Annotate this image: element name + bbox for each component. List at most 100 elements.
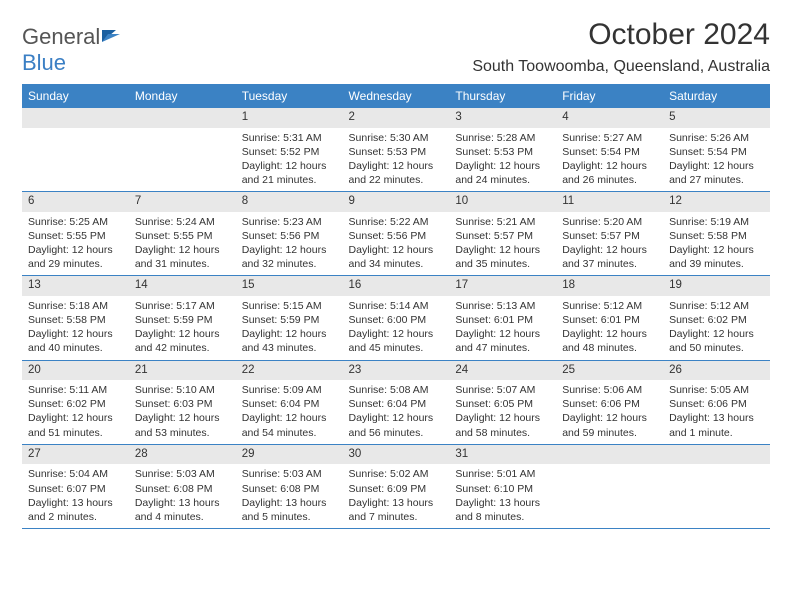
calendar-cell: 12Sunrise: 5:19 AMSunset: 5:58 PMDayligh…: [663, 192, 770, 276]
calendar-cell: 19Sunrise: 5:12 AMSunset: 6:02 PMDayligh…: [663, 276, 770, 360]
day-number: 26: [663, 361, 770, 381]
day-number: 7: [129, 192, 236, 212]
day-number: 16: [343, 276, 450, 296]
calendar-cell: 27Sunrise: 5:04 AMSunset: 6:07 PMDayligh…: [22, 444, 129, 528]
calendar-body: 1Sunrise: 5:31 AMSunset: 5:52 PMDaylight…: [22, 108, 770, 529]
day-content: Sunrise: 5:27 AMSunset: 5:54 PMDaylight:…: [556, 128, 663, 192]
day-number: [22, 108, 129, 128]
day-number: 12: [663, 192, 770, 212]
calendar-cell: 10Sunrise: 5:21 AMSunset: 5:57 PMDayligh…: [449, 192, 556, 276]
day-number: 8: [236, 192, 343, 212]
day-number: 27: [22, 445, 129, 465]
calendar-cell: 16Sunrise: 5:14 AMSunset: 6:00 PMDayligh…: [343, 276, 450, 360]
day-content: Sunrise: 5:22 AMSunset: 5:56 PMDaylight:…: [343, 212, 450, 276]
day-number: 13: [22, 276, 129, 296]
calendar-cell: 29Sunrise: 5:03 AMSunset: 6:08 PMDayligh…: [236, 444, 343, 528]
calendar-cell: 15Sunrise: 5:15 AMSunset: 5:59 PMDayligh…: [236, 276, 343, 360]
weekday-header: Friday: [556, 84, 663, 108]
day-number: 29: [236, 445, 343, 465]
logo-text: General Blue: [22, 24, 124, 76]
calendar-cell: 26Sunrise: 5:05 AMSunset: 6:06 PMDayligh…: [663, 360, 770, 444]
calendar-cell: 5Sunrise: 5:26 AMSunset: 5:54 PMDaylight…: [663, 108, 770, 192]
day-number: 4: [556, 108, 663, 128]
calendar-cell-empty: [129, 108, 236, 192]
title-area: October 2024 South Toowoomba, Queensland…: [472, 18, 770, 76]
day-number: 18: [556, 276, 663, 296]
calendar-cell: 25Sunrise: 5:06 AMSunset: 6:06 PMDayligh…: [556, 360, 663, 444]
day-content: Sunrise: 5:13 AMSunset: 6:01 PMDaylight:…: [449, 296, 556, 360]
day-number: 5: [663, 108, 770, 128]
day-content: Sunrise: 5:30 AMSunset: 5:53 PMDaylight:…: [343, 128, 450, 192]
day-number: 6: [22, 192, 129, 212]
calendar-row: 20Sunrise: 5:11 AMSunset: 6:02 PMDayligh…: [22, 360, 770, 444]
day-content: Sunrise: 5:10 AMSunset: 6:03 PMDaylight:…: [129, 380, 236, 444]
day-number: [129, 108, 236, 128]
day-content: Sunrise: 5:28 AMSunset: 5:53 PMDaylight:…: [449, 128, 556, 192]
calendar-row: 13Sunrise: 5:18 AMSunset: 5:58 PMDayligh…: [22, 276, 770, 360]
day-content: Sunrise: 5:23 AMSunset: 5:56 PMDaylight:…: [236, 212, 343, 276]
calendar-cell: 24Sunrise: 5:07 AMSunset: 6:05 PMDayligh…: [449, 360, 556, 444]
logo-word-2: Blue: [22, 50, 66, 75]
calendar-cell: 3Sunrise: 5:28 AMSunset: 5:53 PMDaylight…: [449, 108, 556, 192]
day-content: Sunrise: 5:04 AMSunset: 6:07 PMDaylight:…: [22, 464, 129, 528]
day-content: Sunrise: 5:12 AMSunset: 6:01 PMDaylight:…: [556, 296, 663, 360]
day-number: 21: [129, 361, 236, 381]
day-number: 17: [449, 276, 556, 296]
weekday-header: Sunday: [22, 84, 129, 108]
calendar-cell: 13Sunrise: 5:18 AMSunset: 5:58 PMDayligh…: [22, 276, 129, 360]
day-number: 2: [343, 108, 450, 128]
day-content: Sunrise: 5:03 AMSunset: 6:08 PMDaylight:…: [129, 464, 236, 528]
day-number: 20: [22, 361, 129, 381]
calendar-row: 27Sunrise: 5:04 AMSunset: 6:07 PMDayligh…: [22, 444, 770, 528]
day-content: Sunrise: 5:17 AMSunset: 5:59 PMDaylight:…: [129, 296, 236, 360]
calendar-cell: 4Sunrise: 5:27 AMSunset: 5:54 PMDaylight…: [556, 108, 663, 192]
calendar-cell-empty: [556, 444, 663, 528]
calendar-row: 6Sunrise: 5:25 AMSunset: 5:55 PMDaylight…: [22, 192, 770, 276]
day-number: 25: [556, 361, 663, 381]
calendar-cell: 6Sunrise: 5:25 AMSunset: 5:55 PMDaylight…: [22, 192, 129, 276]
day-content: Sunrise: 5:21 AMSunset: 5:57 PMDaylight:…: [449, 212, 556, 276]
day-content: Sunrise: 5:14 AMSunset: 6:00 PMDaylight:…: [343, 296, 450, 360]
calendar-cell: 8Sunrise: 5:23 AMSunset: 5:56 PMDaylight…: [236, 192, 343, 276]
calendar-cell: 7Sunrise: 5:24 AMSunset: 5:55 PMDaylight…: [129, 192, 236, 276]
day-number: 31: [449, 445, 556, 465]
calendar-cell-empty: [22, 108, 129, 192]
calendar-cell: 28Sunrise: 5:03 AMSunset: 6:08 PMDayligh…: [129, 444, 236, 528]
logo: General Blue: [22, 24, 124, 76]
calendar-cell-empty: [663, 444, 770, 528]
calendar-table: SundayMondayTuesdayWednesdayThursdayFrid…: [22, 84, 770, 529]
month-title: October 2024: [472, 18, 770, 52]
day-number: [556, 445, 663, 465]
day-content: Sunrise: 5:01 AMSunset: 6:10 PMDaylight:…: [449, 464, 556, 528]
calendar-cell: 2Sunrise: 5:30 AMSunset: 5:53 PMDaylight…: [343, 108, 450, 192]
calendar-cell: 22Sunrise: 5:09 AMSunset: 6:04 PMDayligh…: [236, 360, 343, 444]
day-content: Sunrise: 5:09 AMSunset: 6:04 PMDaylight:…: [236, 380, 343, 444]
calendar-cell: 11Sunrise: 5:20 AMSunset: 5:57 PMDayligh…: [556, 192, 663, 276]
day-number: 22: [236, 361, 343, 381]
day-number: 28: [129, 445, 236, 465]
day-content: Sunrise: 5:05 AMSunset: 6:06 PMDaylight:…: [663, 380, 770, 444]
day-number: 1: [236, 108, 343, 128]
day-content: Sunrise: 5:20 AMSunset: 5:57 PMDaylight:…: [556, 212, 663, 276]
weekday-row: SundayMondayTuesdayWednesdayThursdayFrid…: [22, 84, 770, 108]
day-content: Sunrise: 5:31 AMSunset: 5:52 PMDaylight:…: [236, 128, 343, 192]
day-number: 15: [236, 276, 343, 296]
calendar-cell: 17Sunrise: 5:13 AMSunset: 6:01 PMDayligh…: [449, 276, 556, 360]
day-number: 9: [343, 192, 450, 212]
logo-word-1: General: [22, 24, 100, 49]
day-content: Sunrise: 5:15 AMSunset: 5:59 PMDaylight:…: [236, 296, 343, 360]
weekday-header: Tuesday: [236, 84, 343, 108]
calendar-cell: 20Sunrise: 5:11 AMSunset: 6:02 PMDayligh…: [22, 360, 129, 444]
day-content: Sunrise: 5:12 AMSunset: 6:02 PMDaylight:…: [663, 296, 770, 360]
day-number: 3: [449, 108, 556, 128]
day-content: Sunrise: 5:03 AMSunset: 6:08 PMDaylight:…: [236, 464, 343, 528]
calendar-cell: 21Sunrise: 5:10 AMSunset: 6:03 PMDayligh…: [129, 360, 236, 444]
day-number: 19: [663, 276, 770, 296]
header: General Blue October 2024 South Toowoomb…: [22, 18, 770, 76]
calendar-cell: 18Sunrise: 5:12 AMSunset: 6:01 PMDayligh…: [556, 276, 663, 360]
day-content: Sunrise: 5:02 AMSunset: 6:09 PMDaylight:…: [343, 464, 450, 528]
day-number: 30: [343, 445, 450, 465]
day-number: 14: [129, 276, 236, 296]
day-content: Sunrise: 5:26 AMSunset: 5:54 PMDaylight:…: [663, 128, 770, 192]
calendar-cell: 14Sunrise: 5:17 AMSunset: 5:59 PMDayligh…: [129, 276, 236, 360]
